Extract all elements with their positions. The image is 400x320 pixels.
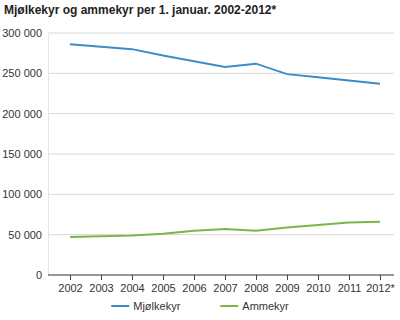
legend-swatch: [111, 305, 129, 307]
grid-line: [48, 154, 394, 155]
x-tick-label: 2002: [58, 282, 82, 294]
y-tick-label: 0: [36, 269, 42, 281]
grid: [48, 33, 394, 275]
x-tick-label: 2012*: [366, 282, 395, 294]
x-tick-mark: [225, 275, 226, 280]
series-line: [70, 44, 380, 84]
x-tick-label: 2004: [120, 282, 144, 294]
x-tick-label: 2006: [182, 282, 206, 294]
grid-line: [48, 275, 394, 276]
title: Mjølkekyr og ammekyr per 1. januar. 2002…: [4, 3, 276, 17]
y-tick-label: 50 000: [8, 229, 42, 241]
x-tick: 2012*: [366, 275, 395, 294]
y-tick: 200 000: [2, 108, 48, 120]
x-tick-mark: [380, 275, 381, 280]
plot-area: [70, 44, 380, 237]
x-tick-label: 2009: [275, 282, 299, 294]
legend-item: Ammekyr: [220, 300, 289, 312]
y-tick-label: 250 000: [2, 67, 42, 79]
legend-label: Mjølkekyr: [133, 300, 180, 312]
y-tick: 300 000: [2, 27, 48, 39]
x-tick-mark: [132, 275, 133, 280]
grid-line: [48, 33, 394, 34]
y-tick: 50 000: [8, 229, 48, 241]
x-tick-mark: [194, 275, 195, 280]
legend-label: Ammekyr: [242, 300, 289, 312]
chart: Mjølkekyr og ammekyr per 1. januar. 2002…: [0, 0, 400, 320]
y-tick: 250 000: [2, 67, 48, 79]
x-tick-label: 2010: [306, 282, 330, 294]
y-tick: 0: [36, 269, 48, 281]
y-tick-label: 100 000: [2, 188, 42, 200]
y-tick: 150 000: [2, 148, 48, 160]
y-tick-label: 150 000: [2, 148, 42, 160]
x-tick-mark: [163, 275, 164, 280]
x-tick: 2007: [213, 275, 237, 294]
legend: Mjølkekyr Ammekyr: [111, 300, 289, 312]
legend-item: Mjølkekyr: [111, 300, 180, 312]
x-tick-mark: [101, 275, 102, 280]
x-tick-mark: [349, 275, 350, 280]
x-tick-label: 2011: [338, 282, 362, 294]
x-axis: 2002 2003 2004 2005 2006 2007 2008 2009 2010 2011…: [48, 275, 396, 294]
legend-swatch: [220, 305, 238, 307]
y-tick: 100 000: [2, 188, 48, 200]
x-tick: 2008: [244, 275, 268, 294]
grid-line: [48, 113, 394, 114]
x-tick-label: 2003: [89, 282, 113, 294]
series-line: [70, 222, 380, 237]
x-tick: 2006: [182, 275, 206, 294]
x-tick-mark: [318, 275, 319, 280]
x-tick-mark: [70, 275, 71, 280]
grid-line: [48, 194, 394, 195]
x-tick: 2011: [338, 275, 362, 294]
x-tick: 2005: [151, 275, 175, 294]
x-tick: 2010: [306, 275, 330, 294]
x-tick-mark: [287, 275, 288, 280]
x-tick-label: 2005: [151, 282, 175, 294]
x-tick: 2002: [58, 275, 82, 294]
y-axis: 0 50 000 100 000 150 000 200 000 250 000 300 0…: [2, 27, 48, 281]
x-tick: 2003: [89, 275, 113, 294]
x-axis-line: [48, 275, 394, 276]
x-tick-label: 2007: [213, 282, 237, 294]
y-tick-label: 200 000: [2, 108, 42, 120]
x-tick-label: 2008: [244, 282, 268, 294]
x-tick-mark: [256, 275, 257, 280]
y-tick-label: 300 000: [2, 27, 42, 39]
grid-line: [48, 73, 394, 74]
x-tick: 2009: [275, 275, 299, 294]
grid-line: [48, 234, 394, 235]
y-axis-line: [48, 34, 49, 276]
x-tick: 2004: [120, 275, 144, 294]
